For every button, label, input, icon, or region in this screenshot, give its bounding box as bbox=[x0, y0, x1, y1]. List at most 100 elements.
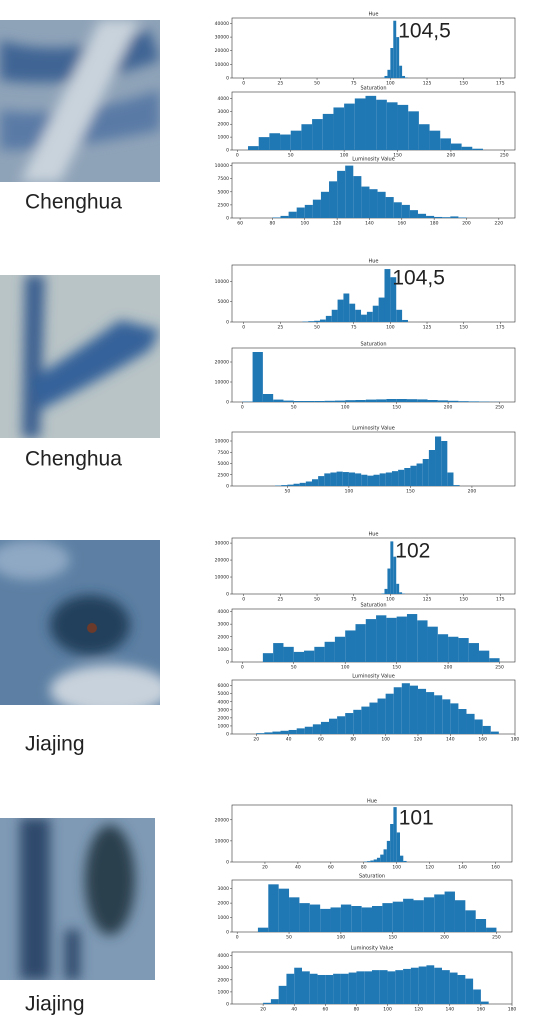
x-tick-label: 125 bbox=[423, 81, 432, 87]
histogram-bar bbox=[283, 400, 294, 402]
x-tick-label: 200 bbox=[444, 405, 453, 411]
histogram-bar bbox=[356, 971, 365, 1004]
histogram-bar bbox=[393, 20, 397, 78]
x-tick-label: 60 bbox=[322, 1007, 328, 1013]
histogram-bar bbox=[468, 401, 479, 402]
x-tick-label: 100 bbox=[386, 81, 395, 87]
histogram-bar bbox=[382, 903, 393, 932]
x-tick-label: 100 bbox=[386, 597, 395, 603]
x-tick-label: 75 bbox=[351, 81, 357, 87]
histogram-bar bbox=[468, 643, 479, 662]
histogram-bar bbox=[454, 900, 466, 932]
x-tick-label: 80 bbox=[270, 221, 276, 227]
x-tick-label: 20 bbox=[253, 737, 259, 743]
y-tick-label: 5000 bbox=[218, 189, 230, 195]
y-tick-label: 3000 bbox=[218, 965, 230, 971]
x-tick-label: 180 bbox=[511, 737, 520, 743]
histogram-bar bbox=[280, 730, 289, 734]
sample-label: Jiajing bbox=[25, 993, 85, 1016]
histogram-bar bbox=[400, 855, 404, 862]
y-tick-label: 0 bbox=[226, 930, 229, 936]
histogram-bar bbox=[252, 352, 263, 402]
x-tick-label: 120 bbox=[414, 1007, 423, 1013]
histogram-bar bbox=[402, 75, 406, 78]
histogram-bar bbox=[278, 985, 287, 1004]
chart-title: Hue bbox=[368, 12, 378, 18]
histogram-bar bbox=[406, 614, 418, 662]
histogram-bar bbox=[308, 321, 315, 322]
histogram-bar bbox=[370, 860, 374, 862]
histogram-bar bbox=[409, 685, 418, 734]
histogram-bar bbox=[450, 216, 459, 218]
histogram-bar bbox=[385, 472, 392, 486]
histogram-bar bbox=[393, 807, 397, 862]
histogram-bar bbox=[355, 309, 362, 322]
histogram-bar bbox=[320, 721, 330, 734]
histogram-bar bbox=[324, 473, 331, 486]
histogram-bar bbox=[366, 311, 373, 322]
histogram-bar bbox=[480, 1001, 489, 1004]
x-tick-label: 150 bbox=[459, 325, 468, 331]
histogram-bar bbox=[312, 199, 321, 218]
y-tick-label: 0 bbox=[226, 216, 229, 222]
histogram-bar bbox=[442, 217, 451, 218]
histogram-bar bbox=[272, 217, 281, 218]
histogram-bar bbox=[422, 459, 429, 486]
histogram-bar bbox=[314, 401, 325, 402]
histogram-bar bbox=[334, 636, 346, 662]
histogram-bar bbox=[426, 692, 435, 734]
histogram-bar bbox=[319, 319, 326, 322]
x-tick-label: 140 bbox=[446, 737, 455, 743]
histogram-bar bbox=[361, 314, 367, 322]
histogram-bar bbox=[351, 906, 362, 932]
histogram-bar bbox=[258, 137, 270, 150]
y-tick-label: 20000 bbox=[215, 48, 229, 54]
y-tick-label: 10000 bbox=[215, 279, 229, 285]
histogram-bar bbox=[399, 65, 403, 78]
y-tick-label: 0 bbox=[226, 320, 229, 326]
histogram-bar bbox=[322, 113, 334, 150]
chart-title: Saturation bbox=[360, 342, 386, 348]
histogram-bar bbox=[386, 102, 398, 150]
histogram-bar bbox=[397, 104, 409, 150]
histogram-bar bbox=[262, 394, 274, 402]
x-tick-label: 20 bbox=[262, 865, 268, 871]
chart-title: Luminosity Value bbox=[352, 426, 395, 432]
x-tick-label: 40 bbox=[291, 1007, 297, 1013]
histogram-bar bbox=[385, 693, 394, 734]
histogram-bar bbox=[256, 733, 265, 734]
histogram-bar bbox=[376, 615, 387, 662]
sample-label: Chenghua bbox=[25, 191, 122, 214]
histogram-bar bbox=[324, 400, 335, 402]
histogram-bar bbox=[428, 450, 436, 486]
histogram-bar bbox=[449, 972, 458, 1004]
y-tick-label: 4000 bbox=[218, 609, 230, 615]
peak-annotation: 102 bbox=[395, 540, 430, 563]
histogram-bar bbox=[458, 217, 467, 218]
y-tick-label: 3000 bbox=[218, 109, 230, 115]
histogram-bar bbox=[403, 898, 414, 932]
y-tick-label: 5000 bbox=[218, 691, 230, 697]
histogram-bar bbox=[337, 299, 344, 322]
histogram-bar bbox=[318, 476, 325, 486]
histogram-bar bbox=[296, 728, 305, 734]
histogram-bar bbox=[401, 683, 410, 734]
x-tick-label: 175 bbox=[496, 597, 505, 603]
histogram-bar bbox=[320, 191, 330, 218]
x-tick-label: 200 bbox=[468, 489, 477, 495]
histogram-bar bbox=[355, 400, 366, 402]
y-tick-label: 0 bbox=[226, 732, 229, 738]
histogram-bar bbox=[286, 973, 295, 1004]
histogram-bar bbox=[434, 216, 443, 218]
axes-frame bbox=[231, 804, 513, 863]
histogram-bar bbox=[334, 400, 346, 402]
histogram-bar bbox=[372, 305, 379, 322]
histogram-bar bbox=[447, 472, 454, 486]
x-tick-label: 160 bbox=[491, 865, 500, 871]
x-tick-label: 80 bbox=[350, 737, 356, 743]
y-tick-label: 10000 bbox=[215, 575, 229, 581]
y-tick-label: 0 bbox=[226, 1002, 229, 1008]
chart-title: Saturation bbox=[360, 603, 386, 609]
histogram-bar bbox=[474, 719, 483, 734]
y-tick-label: 3000 bbox=[218, 707, 230, 713]
